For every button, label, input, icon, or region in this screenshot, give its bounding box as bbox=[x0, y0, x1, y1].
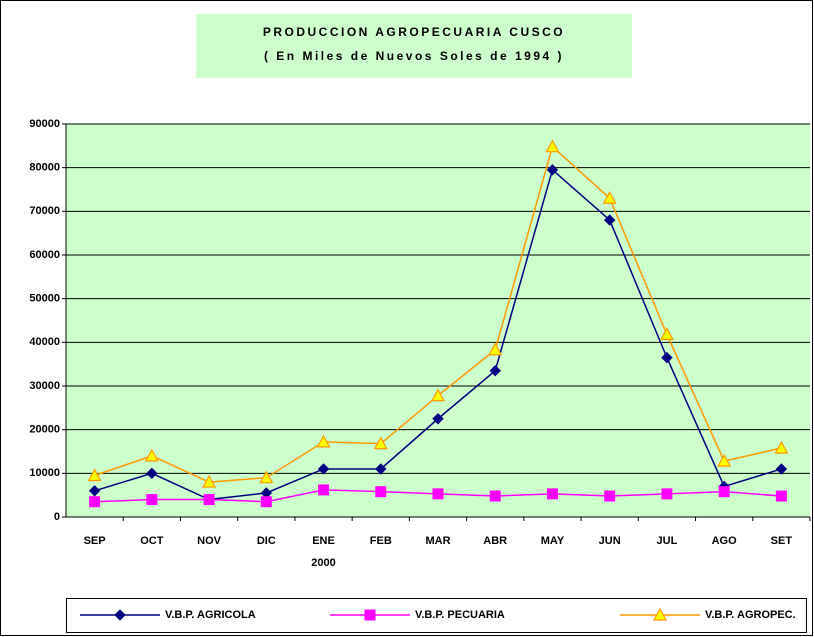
data-point bbox=[717, 453, 732, 467]
data-point bbox=[202, 474, 217, 488]
x-tick-label: ENE bbox=[312, 535, 335, 547]
data-point bbox=[774, 440, 789, 454]
x-tick-label: DIC bbox=[257, 535, 276, 547]
plot-area bbox=[66, 124, 810, 517]
y-tick-label: 80000 bbox=[29, 162, 60, 174]
data-point bbox=[203, 494, 215, 506]
legend-label: V.B.P. AGRICOLA bbox=[165, 609, 256, 621]
data-point bbox=[430, 388, 446, 402]
data-point bbox=[144, 448, 159, 462]
legend-label: V.B.P. AGROPEC. bbox=[705, 609, 796, 621]
y-tick-label: 40000 bbox=[29, 336, 60, 348]
data-point bbox=[603, 214, 616, 226]
x-tick-label: ABR bbox=[483, 535, 507, 547]
x-tick-label: SEP bbox=[84, 535, 106, 547]
data-point bbox=[602, 190, 617, 204]
chart-title: PRODUCCION AGROPECUARIA CUSCO bbox=[263, 25, 565, 39]
title-box bbox=[196, 14, 632, 78]
x-tick-label: FEB bbox=[370, 535, 392, 547]
data-point bbox=[373, 436, 388, 450]
legend-marker bbox=[114, 609, 126, 621]
y-tick-label: 60000 bbox=[29, 249, 60, 261]
data-point bbox=[375, 486, 387, 498]
legend-label: V.B.P. PECUARIA bbox=[415, 609, 505, 621]
y-tick-label: 30000 bbox=[29, 380, 60, 392]
y-tick-label: 50000 bbox=[29, 293, 60, 305]
data-point bbox=[661, 488, 673, 500]
data-point bbox=[546, 488, 558, 500]
data-point bbox=[659, 327, 674, 341]
x-tick-label: NOV bbox=[197, 535, 222, 547]
data-point bbox=[661, 351, 673, 364]
data-point bbox=[318, 484, 330, 496]
x-year-label: 2000 bbox=[311, 557, 335, 569]
data-point bbox=[259, 470, 274, 484]
data-point bbox=[146, 467, 158, 480]
data-point bbox=[432, 413, 444, 425]
data-point bbox=[546, 164, 559, 176]
data-point bbox=[260, 496, 272, 508]
x-tick-label: OCT bbox=[140, 535, 164, 547]
data-point bbox=[775, 463, 788, 475]
data-point bbox=[718, 486, 730, 498]
data-point bbox=[604, 490, 616, 502]
chart-subtitle: ( En Miles de Nuevos Soles de 1994 ) bbox=[264, 49, 564, 63]
data-point bbox=[87, 468, 102, 482]
data-point bbox=[316, 434, 331, 448]
data-point bbox=[545, 139, 560, 153]
x-tick-label: MAR bbox=[425, 535, 450, 547]
y-tick-label: 70000 bbox=[29, 205, 60, 217]
data-point bbox=[489, 490, 501, 502]
x-tick-label: JUL bbox=[657, 535, 678, 547]
data-point bbox=[775, 490, 787, 502]
legend-marker bbox=[364, 609, 376, 621]
data-point bbox=[432, 488, 444, 500]
y-tick-label: 90000 bbox=[29, 118, 60, 130]
x-tick-label: SET bbox=[771, 535, 793, 547]
data-point bbox=[88, 485, 101, 497]
legend-marker bbox=[652, 607, 668, 621]
data-point bbox=[489, 365, 501, 377]
x-tick-label: AGO bbox=[712, 535, 738, 547]
data-point bbox=[488, 342, 503, 356]
data-point bbox=[375, 463, 387, 475]
x-tick-label: MAY bbox=[541, 535, 565, 547]
x-tick-label: JUN bbox=[599, 535, 621, 547]
data-point bbox=[146, 494, 158, 506]
data-point bbox=[317, 463, 330, 475]
y-tick-label: 20000 bbox=[29, 424, 60, 436]
y-tick-label: 0 bbox=[54, 511, 60, 523]
y-tick-label: 10000 bbox=[29, 467, 60, 479]
data-point bbox=[89, 496, 101, 508]
